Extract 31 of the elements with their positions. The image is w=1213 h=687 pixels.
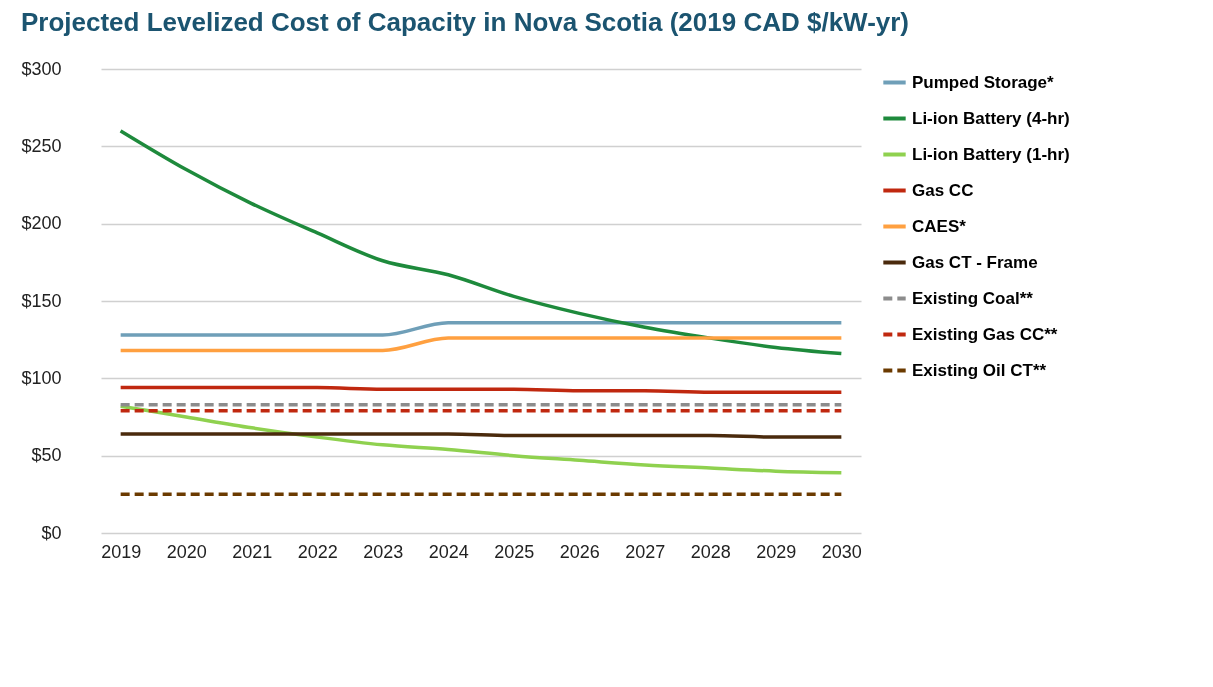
- y-tick-label: $50: [31, 445, 62, 466]
- x-tick-label: 2024: [428, 541, 469, 562]
- y-tick-label: $200: [21, 213, 62, 234]
- chart-title: Projected Levelized Cost of Capacity in Nova Scotia (2019 CAD $/kW-yr): [20, 7, 910, 37]
- legend-label: Li-ion Battery (1-hr): [912, 144, 1070, 164]
- y-tick-label: $0: [41, 522, 62, 543]
- x-tick-label: 2023: [363, 541, 404, 562]
- legend-label: Existing Oil CT**: [912, 360, 1047, 380]
- y-tick-label: $100: [21, 367, 62, 388]
- x-tick-label: 2025: [494, 541, 535, 562]
- line-series: [118, 404, 844, 475]
- legend-label: Gas CT - Frame: [912, 252, 1038, 272]
- x-tick-label: 2028: [690, 541, 731, 562]
- x-tick-label: 2026: [559, 541, 600, 562]
- x-tick-label: 2021: [232, 541, 273, 562]
- line-series: [118, 129, 844, 356]
- x-tick-label: 2020: [166, 541, 207, 562]
- legend-label: Li-ion Battery (4-hr): [912, 108, 1070, 128]
- x-tick-label: 2027: [625, 541, 666, 562]
- legend-label: CAES*: [912, 216, 967, 236]
- legend-label: Gas CC: [912, 180, 974, 200]
- x-tick-label: 2019: [101, 541, 142, 562]
- legend-label: Existing Coal**: [912, 288, 1034, 308]
- x-tick-label: 2030: [821, 541, 862, 562]
- legend-label: Existing Gas CC**: [912, 324, 1058, 344]
- y-tick-label: $250: [21, 135, 62, 156]
- x-tick-label: 2029: [756, 541, 797, 562]
- y-tick-label: $300: [21, 58, 62, 79]
- y-tick-label: $150: [21, 290, 62, 311]
- x-tick-label: 2022: [297, 541, 338, 562]
- legend-label: Pumped Storage*: [912, 72, 1055, 92]
